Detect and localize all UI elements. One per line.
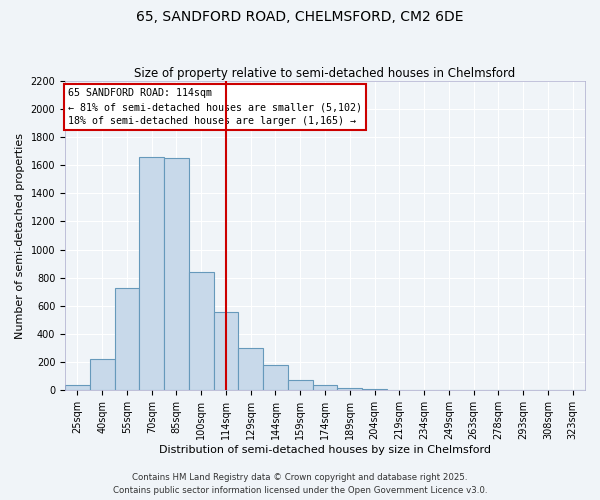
Title: Size of property relative to semi-detached houses in Chelmsford: Size of property relative to semi-detach… <box>134 66 515 80</box>
Bar <box>263 365 288 390</box>
Bar <box>214 312 238 390</box>
Y-axis label: Number of semi-detached properties: Number of semi-detached properties <box>15 132 25 338</box>
Text: Contains HM Land Registry data © Crown copyright and database right 2025.
Contai: Contains HM Land Registry data © Crown c… <box>113 474 487 495</box>
Bar <box>337 388 362 390</box>
Bar <box>139 156 164 390</box>
Bar <box>362 389 387 390</box>
Bar <box>313 386 337 390</box>
Bar <box>115 288 139 391</box>
Text: 65 SANDFORD ROAD: 114sqm
← 81% of semi-detached houses are smaller (5,102)
18% o: 65 SANDFORD ROAD: 114sqm ← 81% of semi-d… <box>68 88 362 126</box>
X-axis label: Distribution of semi-detached houses by size in Chelmsford: Distribution of semi-detached houses by … <box>159 445 491 455</box>
Bar <box>65 384 90 390</box>
Bar <box>90 360 115 390</box>
Text: 65, SANDFORD ROAD, CHELMSFORD, CM2 6DE: 65, SANDFORD ROAD, CHELMSFORD, CM2 6DE <box>136 10 464 24</box>
Bar <box>164 158 189 390</box>
Bar <box>288 380 313 390</box>
Bar <box>189 272 214 390</box>
Bar <box>238 348 263 391</box>
